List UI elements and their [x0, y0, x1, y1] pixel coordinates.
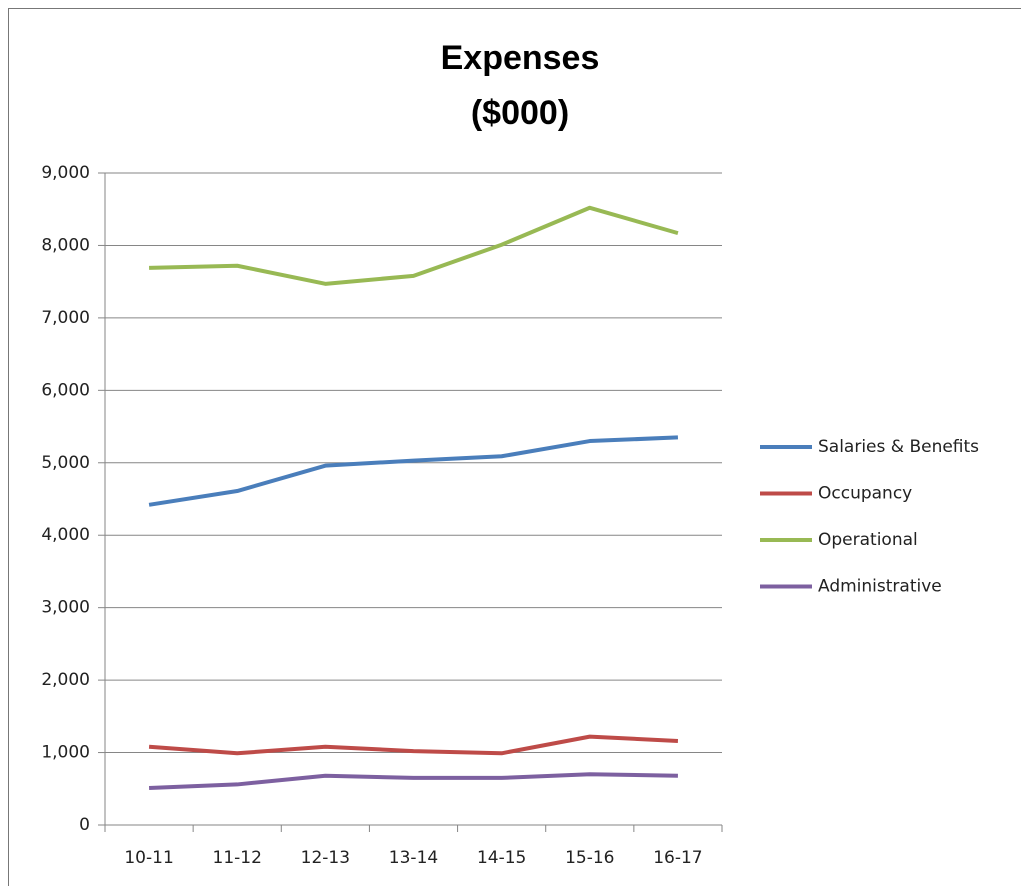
y-tick-label: 2,000: [41, 670, 90, 690]
x-tick-label: 13-14: [389, 848, 438, 868]
series-line: [148, 435, 679, 507]
series-line: [149, 205, 679, 286]
y-tick-label: 9,000: [41, 163, 90, 183]
x-tick-label: 10-11: [124, 848, 173, 868]
chart-border: [8, 8, 1021, 886]
chart-subtitle: ($000): [471, 94, 569, 132]
y-tick-label: 1,000: [41, 743, 90, 763]
y-tick-label: 8,000: [41, 235, 90, 255]
x-tick-label: 14-15: [477, 848, 526, 868]
y-tick-label: 0: [79, 815, 90, 835]
series-line: [148, 772, 678, 791]
x-tick-label: 11-12: [213, 848, 262, 868]
x-tick-label: 16-17: [653, 848, 702, 868]
x-tick-label: 12-13: [301, 848, 350, 868]
y-tick-label: 6,000: [41, 380, 90, 400]
series-line: [148, 734, 679, 756]
legend-label: Operational: [818, 530, 918, 550]
x-tick-label: 15-16: [565, 848, 614, 868]
y-tick-label: 7,000: [41, 308, 90, 328]
y-tick-label: 5,000: [41, 453, 90, 473]
legend-label: Salaries & Benefits: [818, 437, 979, 457]
y-tick-label: 3,000: [41, 598, 90, 618]
chart-title: Expenses: [441, 39, 600, 77]
legend-label: Administrative: [818, 577, 942, 597]
y-tick-label: 4,000: [41, 525, 90, 545]
legend-label: Occupancy: [818, 484, 912, 504]
